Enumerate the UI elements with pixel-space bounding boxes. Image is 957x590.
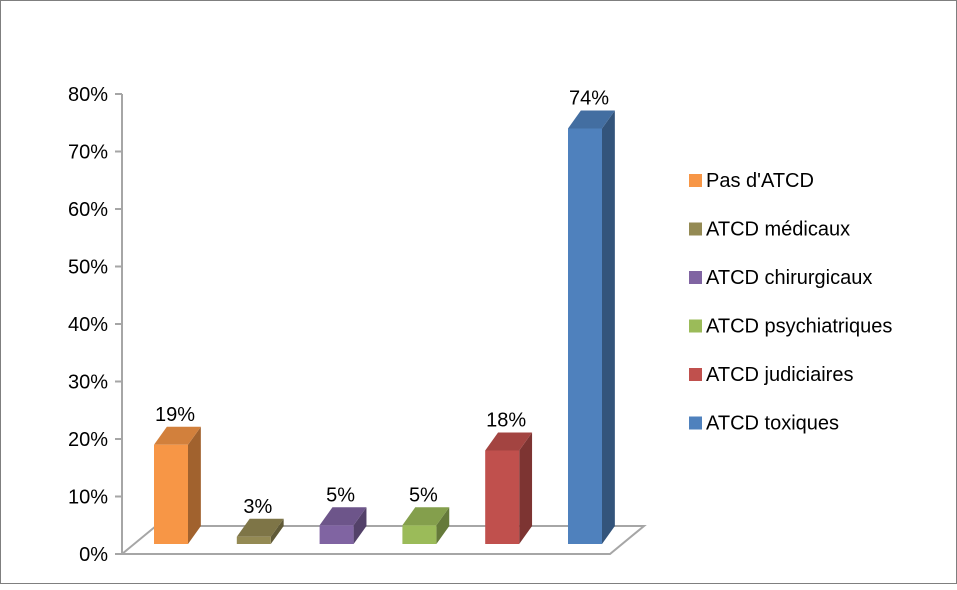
legend-item: ATCD judiciaires [689,364,853,386]
chart-floor-layer [119,525,647,555]
y-tick-label: 30% [68,372,108,394]
legend: Pas d'ATCD ATCD médicaux ATCD chirurgicaux… [689,170,892,435]
legend-swatch [689,174,702,187]
bar-front [402,525,437,544]
bar-side [519,432,533,544]
legend-swatch [689,271,702,284]
bar-top [402,507,450,526]
y-tick-label: 10% [68,487,108,509]
legend-label: ATCD chirurgicaux [706,267,872,289]
bar [154,426,201,544]
legend-swatch [689,319,702,333]
data-label: 18% [486,410,526,432]
data-label: 19% [155,404,195,426]
bars [154,110,615,544]
bar-top [319,507,367,526]
data-label: 3% [243,496,272,518]
chart-floor [119,525,647,555]
legend-swatch [689,368,702,381]
bar [236,518,284,544]
legend-label: ATCD psychiatriques [706,316,892,338]
bar-top [154,426,201,445]
bar [319,507,367,544]
bar-front [319,525,354,544]
legend-item: ATCD psychiatriques [689,316,892,338]
data-label: 5% [409,484,438,506]
bar [568,110,615,544]
legend-label: Pas d'ATCD [706,170,814,192]
legend-label: ATCD médicaux [706,219,850,241]
bar-side [188,426,201,544]
bar-side [270,518,284,544]
bar-front [236,536,271,544]
y-tick-label: 70% [68,142,108,164]
y-tick-label: 40% [68,314,108,336]
y-tick-label: 20% [68,429,108,451]
bar [485,432,533,544]
y-tick-label: 50% [68,257,108,279]
legend-label: ATCD judiciaires [706,364,853,386]
bar-side [436,507,450,544]
bar-top [568,110,615,129]
legend-label: ATCD toxiques [706,413,839,435]
legend-item: ATCD toxiques [689,413,839,435]
legend-item: ATCD chirurgicaux [689,267,872,289]
bar-side [602,110,615,544]
bar-front [568,128,602,544]
bar-front [154,444,188,544]
bar [402,507,450,544]
bar-side [353,507,367,544]
bar-top [485,432,533,451]
y-tick-label: 0% [79,544,108,566]
y-tick-label: 80% [68,84,108,106]
legend-item: ATCD médicaux [689,219,850,241]
legend-item: Pas d'ATCD [689,170,814,192]
legend-swatch [689,222,702,236]
data-label: 74% [569,88,609,110]
data-label: 5% [326,484,355,506]
bar-front [485,450,520,544]
y-tick-label: 60% [68,199,108,221]
y-axis: 0% 10% 20% 30% 40% 50% 60% 70% 80% [68,84,123,566]
bar-top [236,518,284,537]
legend-swatch [689,416,702,430]
data-labels: 19% 3% 5% 5% 18% 74% [155,88,609,518]
